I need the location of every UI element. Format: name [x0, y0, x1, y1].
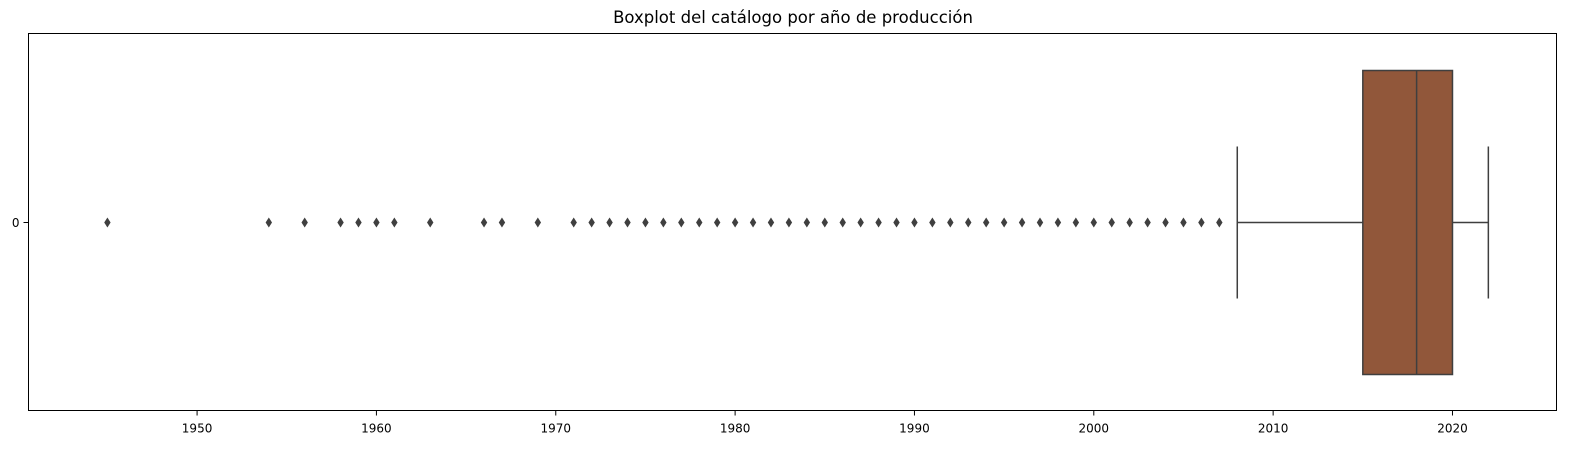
outlier-point: [839, 217, 846, 228]
outlier-point: [498, 217, 506, 228]
x-tick-label: 1960: [361, 422, 392, 436]
outlier-point: [104, 217, 111, 228]
outlier-point: [1198, 217, 1205, 228]
outlier-point: [803, 217, 811, 228]
outlier-point: [1162, 217, 1169, 228]
outlier-point: [570, 217, 577, 228]
x-tick-label: 2020: [1437, 422, 1468, 436]
outlier-point: [857, 217, 864, 228]
outlier-point: [1108, 217, 1115, 228]
outlier-point: [642, 217, 649, 228]
outlier-point: [678, 217, 685, 228]
x-tick-label: 1990: [899, 422, 930, 436]
outlier-point: [982, 217, 990, 228]
outlier-point: [1144, 217, 1151, 228]
iqr-box: [1362, 69, 1454, 376]
outlier-point: [427, 217, 434, 228]
x-tick-label: 1970: [540, 422, 571, 436]
outlier-point: [749, 217, 757, 228]
outlier-point: [534, 217, 542, 228]
outlier-point: [1072, 217, 1080, 228]
outlier-point: [893, 217, 900, 228]
outlier-point: [1090, 217, 1097, 228]
outlier-point: [875, 217, 882, 228]
outlier-point: [606, 217, 613, 228]
y-tick-label: 0: [12, 216, 20, 230]
outlier-point: [785, 217, 793, 228]
outlier-point: [337, 217, 344, 228]
outlier-point: [1216, 217, 1223, 228]
outlier-point: [391, 217, 398, 228]
x-tick-label: 1950: [182, 422, 213, 436]
outlier-point: [821, 217, 828, 228]
outlier-point: [929, 217, 936, 228]
outlier-point: [731, 217, 739, 228]
outlier-point: [480, 217, 488, 228]
plot-marks: [104, 69, 1490, 376]
outlier-point: [713, 217, 721, 228]
outlier-point: [301, 217, 308, 228]
x-tick-label: 2000: [1079, 422, 1110, 436]
outlier-point: [265, 217, 273, 228]
outlier-point: [911, 217, 918, 228]
y-axis: 0: [12, 216, 29, 230]
outlier-point: [767, 217, 775, 228]
outlier-point: [1000, 217, 1008, 228]
x-tick-label: 1980: [720, 422, 751, 436]
outlier-point: [947, 217, 954, 228]
outlier-point: [355, 217, 362, 228]
x-tick-label: 2010: [1258, 422, 1289, 436]
outlier-point: [1018, 217, 1026, 228]
outlier-point: [696, 217, 703, 228]
outlier-point: [1054, 217, 1062, 228]
x-axis: 1950 1960 1970 1980 1990 2000 2010 2020: [182, 410, 1468, 436]
chart-title: Boxplot del catálogo por año de producci…: [613, 8, 973, 27]
outlier-point: [588, 217, 595, 228]
outlier-point: [1180, 217, 1187, 228]
outlier-point: [373, 217, 380, 228]
outlier-point: [624, 217, 631, 228]
outlier-point: [660, 217, 667, 228]
outlier-point: [1036, 217, 1044, 228]
outlier-point: [1126, 217, 1133, 228]
outlier-point: [965, 217, 972, 228]
